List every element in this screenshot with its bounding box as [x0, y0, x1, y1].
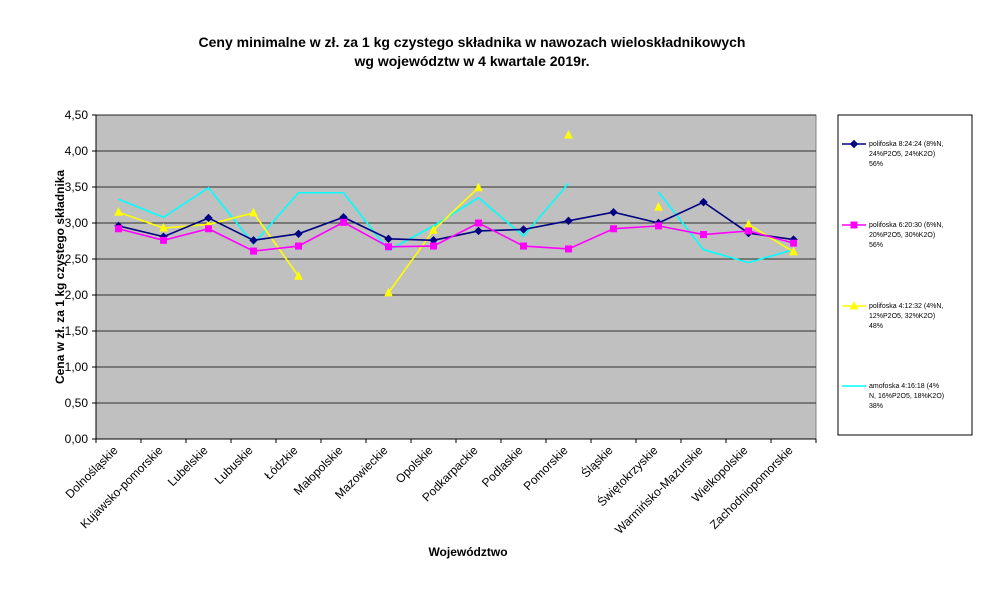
- series-3: [114, 130, 798, 297]
- legend-item: amofoska 4:16:18 (4% N, 16%P2O5, 18%K2O) 3…: [842, 383, 944, 410]
- data-point: [609, 207, 618, 217]
- y-tick-label: 2,50: [65, 252, 89, 266]
- legend: polifoska 8:24:24 (8%N, 24%P2O5, 24%K2O) 5…: [842, 139, 944, 410]
- series-layer: [114, 130, 798, 297]
- legend-swatch-marker: [849, 300, 859, 310]
- watermark-text: sadownictwo.com.pl: [290, 454, 544, 484]
- legend-label: 24%P2O5, 24%K2O): [869, 151, 935, 158]
- watermark-text: sadownictwo.com.pl: [790, 454, 1000, 484]
- y-tick-label: 4,00: [65, 144, 89, 158]
- data-point: [294, 271, 303, 280]
- y-tick-label: 3,00: [65, 216, 89, 230]
- watermark-text: sadownictwo.com.pl: [40, 454, 294, 484]
- y-tick-label: 3,50: [65, 180, 89, 194]
- data-point: [565, 245, 572, 253]
- watermark-text: sadownictwo.com.pl: [790, 566, 1000, 596]
- x-axis-title: Województwo: [428, 545, 507, 559]
- y-axis-title: Cena w zł. za 1 kg czystego składnika: [53, 170, 67, 384]
- series-2: [115, 218, 797, 255]
- chart-title-line-2: wg województw w 4 kwartale 2019r.: [354, 53, 590, 69]
- data-point: [699, 197, 708, 207]
- data-point: [520, 242, 527, 250]
- watermark-text: sadownictwo.com.pl: [540, 454, 794, 484]
- y-tick-label: 1,50: [65, 324, 89, 338]
- legend-label: N, 16%P2O5, 18%K2O): [869, 393, 944, 400]
- legend-label: 56%: [869, 161, 883, 168]
- legend-label: polifoska 6:20:30 (6%N,: [869, 222, 943, 229]
- data-point: [160, 236, 167, 244]
- legend-box: [837, 114, 973, 436]
- legend-label: 12%P2O5, 32%K2O): [869, 313, 935, 320]
- data-point: [655, 222, 662, 230]
- legend-label: 20%P2O5, 30%K2O): [869, 232, 935, 239]
- data-point: [114, 207, 123, 216]
- data-point: [564, 216, 573, 226]
- legend-swatch-marker: [849, 139, 859, 149]
- data-point: [610, 225, 617, 233]
- data-point: [474, 226, 483, 236]
- legend-swatch-marker: [850, 221, 858, 229]
- data-point: [430, 242, 437, 250]
- series-line: [118, 221, 794, 252]
- series-line: [657, 191, 794, 264]
- series-line: [748, 223, 794, 253]
- data-point: [789, 246, 798, 256]
- data-point: [384, 287, 393, 297]
- data-point: [790, 239, 797, 247]
- data-point: [294, 229, 303, 239]
- data-point: [475, 219, 482, 227]
- data-point: [654, 202, 663, 211]
- data-point: [250, 247, 257, 255]
- series-4: [118, 182, 794, 264]
- legend-item: polifoska 4:12:32 (4%N, 12%P2O5, 32%K2O) 4…: [842, 300, 943, 330]
- legend-label: amofoska 4:16:18 (4%: [869, 383, 939, 390]
- legend-item: polifoska 6:20:30 (6%N, 20%P2O5, 30%K2O) 5…: [842, 221, 943, 249]
- y-tick-label: 0,00: [65, 432, 89, 446]
- y-tick-label: 0,50: [65, 396, 89, 410]
- data-point: [249, 236, 258, 245]
- plot-area: [95, 114, 817, 440]
- watermark-text: sadownictwo.com.pl: [540, 566, 794, 596]
- y-tick-labels: 0,00 0,50 1,00 1,50 2,00 2,50 3,00 3,50 4,00 4,50: [65, 108, 89, 446]
- series-line: [118, 201, 794, 242]
- watermark-text: sadownictwo.com.pl: [40, 566, 294, 596]
- y-tick-label: 4,50: [65, 108, 89, 122]
- legend-label: polifoska 4:12:32 (4%N,: [869, 303, 943, 310]
- chart-title-line-1: Ceny minimalne w zł. za 1 kg czystego sk…: [199, 34, 746, 50]
- legend-item: polifoska 8:24:24 (8%N, 24%P2O5, 24%K2O) 5…: [842, 139, 943, 168]
- watermark-text: sadownictwo.com.pl: [290, 14, 544, 44]
- data-point: [564, 130, 573, 139]
- watermark-text: sadownictwo.com.pl: [40, 14, 294, 44]
- watermark-text: sadownictwo.com.pl: [290, 566, 544, 596]
- legend-label: 48%: [869, 323, 883, 330]
- data-point: [115, 225, 122, 233]
- data-point: [745, 227, 752, 235]
- data-point: [474, 182, 483, 192]
- legend-label: polifoska 8:24:24 (8%N,: [869, 141, 943, 148]
- data-point: [159, 222, 168, 232]
- data-point: [385, 243, 392, 251]
- data-point: [700, 231, 707, 239]
- data-point: [205, 225, 212, 233]
- y-tick-label: 1,00: [65, 360, 89, 374]
- data-point: [204, 213, 213, 223]
- data-point: [340, 218, 347, 226]
- data-point: [429, 225, 438, 234]
- data-point: [384, 234, 393, 244]
- y-tick-label: 2,00: [65, 288, 89, 302]
- series-line: [118, 182, 570, 252]
- watermark-text: sadownictwo.com.pl: [790, 14, 1000, 44]
- data-point: [249, 207, 258, 217]
- data-point: [519, 225, 528, 234]
- data-point: [295, 242, 302, 250]
- legend-label: 56%: [869, 242, 883, 249]
- legend-label: 38%: [869, 403, 883, 410]
- watermark-text: sadownictwo.com.pl: [540, 14, 794, 44]
